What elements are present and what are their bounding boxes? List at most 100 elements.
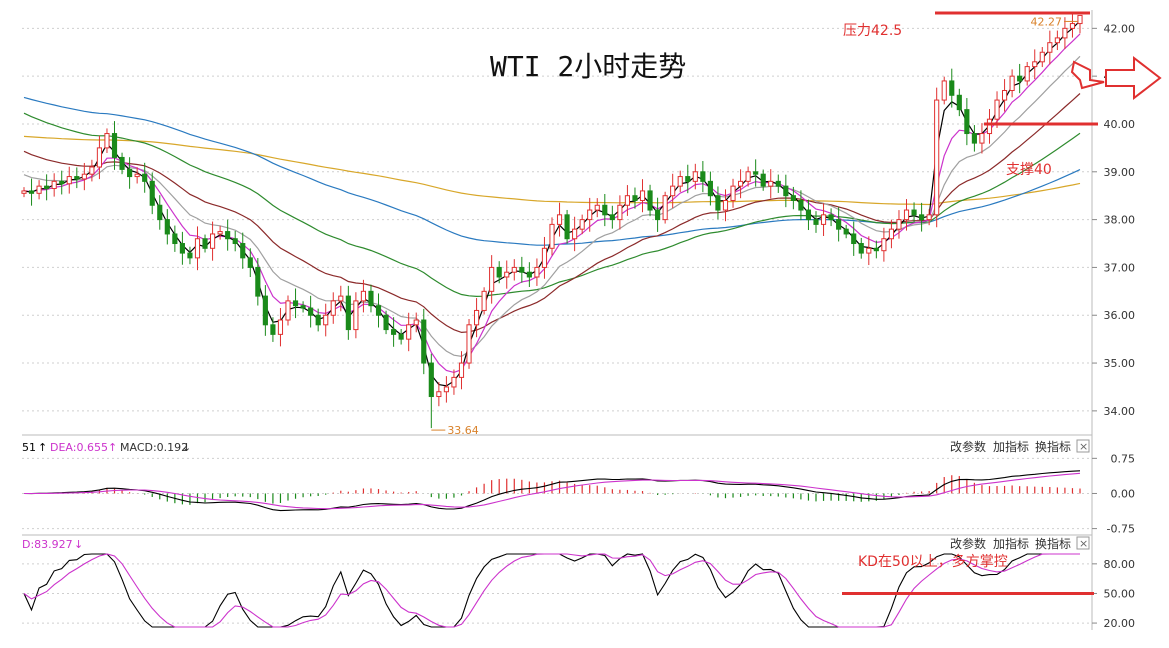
macd-add-indicator-button[interactable]: 加指标 <box>993 439 1029 454</box>
candle-down <box>519 266 525 273</box>
candle-down <box>157 204 163 221</box>
moving-average-green <box>23 112 1081 298</box>
candle-up <box>285 300 291 321</box>
candle-down <box>270 324 276 335</box>
price-tick-label: 42.00 <box>1104 22 1136 35</box>
candle-up <box>451 376 457 388</box>
macd-params-button[interactable]: 改参数 <box>950 439 986 454</box>
kd-tick-label: 20.00 <box>1104 617 1136 630</box>
candle-up <box>745 171 751 182</box>
candle-up <box>443 386 449 393</box>
candle-up <box>1069 23 1076 29</box>
high-marker-label: 42.27 <box>1031 15 1063 28</box>
kd-legend: D:83.927 ↓ <box>22 538 83 551</box>
price-tick-label: 36.00 <box>1104 309 1136 322</box>
candle-up <box>617 204 623 221</box>
kd-annotation: KD在50以上，多方掌控 <box>842 553 1094 595</box>
candle-up <box>662 195 668 221</box>
kd-lines <box>23 553 1080 628</box>
macd-dea-line <box>24 472 1081 510</box>
kd-switch-indicator-button[interactable]: 换指标 <box>1035 536 1071 551</box>
candle-down <box>783 185 789 197</box>
candle-up <box>194 238 201 259</box>
candle-up <box>692 171 698 182</box>
kd-annotation-label: KD在50以上，多方掌控 <box>858 553 1008 570</box>
up-arrow-icon: ↑ <box>38 441 47 454</box>
candle-up <box>1009 75 1015 92</box>
candle-down <box>843 228 849 235</box>
candle-up <box>104 133 110 149</box>
candle-up <box>1054 37 1060 44</box>
candle-up <box>1077 14 1083 25</box>
candle-down <box>602 204 608 216</box>
candle-down <box>421 319 427 364</box>
kd-panel: 80.00 50.00 20.00 D:83.927 ↓ 改参数 加指标 换指标 ×… <box>22 536 1135 630</box>
candle-up <box>436 391 442 398</box>
moving-average-magenta <box>23 33 1081 374</box>
candle-down <box>775 180 781 187</box>
candle-down <box>368 290 374 307</box>
candle-down <box>956 94 962 111</box>
candle-down <box>873 247 879 252</box>
candle-down <box>949 80 955 96</box>
candle-up <box>406 324 412 340</box>
candle-up <box>549 223 555 249</box>
candle-up <box>903 209 910 221</box>
candle-down <box>836 219 842 230</box>
kd-add-indicator-button[interactable]: 加指标 <box>993 536 1029 551</box>
candle-down <box>391 329 397 335</box>
macd-legend-macd: MACD:0.192 <box>120 441 188 454</box>
macd-tick-label: 0.75 <box>1111 452 1136 465</box>
candle-down <box>74 176 80 180</box>
candle-up <box>639 190 646 201</box>
kd-params-button[interactable]: 改参数 <box>950 536 986 551</box>
candle-up <box>941 80 947 101</box>
price-tick-label: 37.00 <box>1104 261 1136 274</box>
candle-up <box>96 147 103 168</box>
close-icon: × <box>1079 537 1088 550</box>
moving-average-darkred <box>23 93 1081 334</box>
candle-up <box>572 228 578 240</box>
candle-up <box>979 133 985 144</box>
kd-legend-d: D:83.927 <box>22 538 73 551</box>
candle-down <box>609 214 615 221</box>
up-arrow-icon: ↑ <box>108 441 117 454</box>
candle-down <box>564 214 570 240</box>
candle-down <box>44 185 50 190</box>
down-arrow-icon: ↓ <box>182 441 191 454</box>
candle-up <box>330 300 336 316</box>
kd-d-line <box>23 553 1080 628</box>
candle-up <box>926 214 932 221</box>
moving-average-gold <box>23 135 1081 206</box>
price-annotations: 33.64 42.27 压力42.5 支撑40 <box>431 11 1098 437</box>
candle-down <box>300 305 306 309</box>
macd-switch-indicator-button[interactable]: 换指标 <box>1035 439 1071 454</box>
macd-tick-label: 0.00 <box>1111 487 1136 500</box>
right-arrow-icon <box>1070 55 1162 101</box>
candle-down <box>971 133 977 144</box>
macd-close-button[interactable] <box>1076 439 1090 453</box>
candle-down <box>202 238 208 249</box>
candle-up <box>579 219 585 230</box>
candle-up <box>888 228 895 240</box>
candle-down <box>828 214 834 221</box>
candle-down <box>919 214 925 221</box>
candle-up <box>473 309 480 326</box>
candle-down <box>345 295 351 331</box>
candle-down <box>292 300 299 307</box>
macd-histogram <box>30 475 1081 505</box>
candle-down <box>247 257 253 268</box>
candle-up <box>89 166 95 175</box>
candle-down <box>398 333 404 340</box>
candle-up <box>338 295 344 302</box>
candle-up <box>866 247 872 254</box>
candle-down <box>111 133 118 158</box>
kd-close-button[interactable] <box>1076 536 1090 550</box>
candle-up <box>66 176 72 185</box>
low-marker-label: 33.64 <box>447 424 479 437</box>
candle-down <box>496 266 502 278</box>
candle-up <box>541 247 548 268</box>
candle-down <box>232 238 238 245</box>
price-tick-label: 35.00 <box>1104 357 1136 370</box>
support-label: 支撑40 <box>1006 162 1052 178</box>
